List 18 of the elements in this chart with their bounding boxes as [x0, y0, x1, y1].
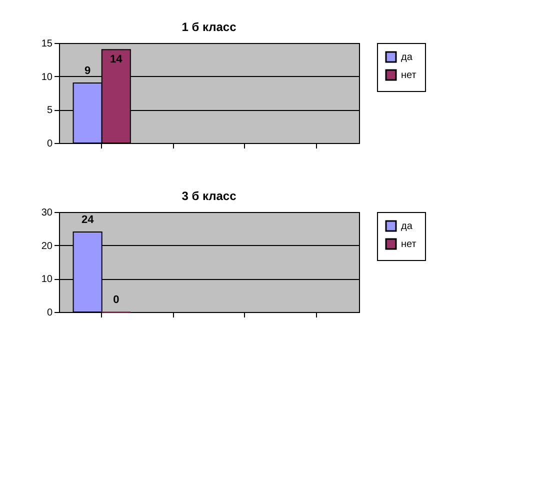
data-label: 9: [84, 65, 91, 77]
y-tick-label: 15: [41, 38, 53, 50]
data-label: 0: [113, 294, 120, 306]
y-tick-label: 10: [41, 72, 53, 83]
y-tick-label: 5: [46, 105, 53, 116]
legend-label: нет: [401, 239, 417, 250]
data-label: 24: [81, 214, 95, 226]
y-tick-label: 0: [46, 138, 53, 150]
y-tick-label: 20: [41, 240, 53, 252]
y-tick-label: 0: [46, 308, 53, 318]
legend-label: нет: [401, 70, 417, 81]
y-tick-label: 30: [41, 208, 53, 218]
legend-label: да: [401, 52, 413, 63]
chart-title: 1 б класс: [182, 20, 237, 34]
legend-label: да: [401, 221, 413, 232]
data-label: 14: [110, 54, 124, 66]
chart-title: 3 б класс: [182, 189, 237, 203]
y-tick-label: 10: [41, 274, 53, 286]
